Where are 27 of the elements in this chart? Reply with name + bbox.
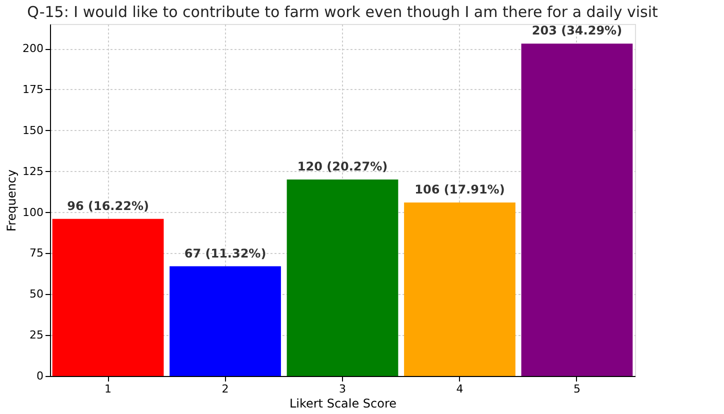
x-tick-label: 1 xyxy=(104,382,112,396)
bar xyxy=(286,180,398,376)
y-tick-label: 200 xyxy=(22,42,44,56)
x-tick-label: 5 xyxy=(573,382,580,396)
y-tick-label: 175 xyxy=(22,82,44,96)
data-label: 203 (34.29%) xyxy=(532,24,622,38)
y-tick-label: 150 xyxy=(22,124,44,137)
y-axis-title: Frequency xyxy=(4,170,19,232)
data-label: 67 (11.32%) xyxy=(184,246,266,260)
x-tick-label: 2 xyxy=(222,382,229,396)
y-tick-label: 0 xyxy=(36,370,44,382)
x-tick-label: 4 xyxy=(456,382,464,396)
bar xyxy=(521,44,633,376)
y-tick-label: 50 xyxy=(30,288,44,301)
x-tick-label: 3 xyxy=(339,382,346,396)
y-tick-label: 100 xyxy=(22,206,44,219)
data-label: 106 (17.91%) xyxy=(414,182,505,196)
bar xyxy=(404,202,516,376)
x-axis-title: Likert Scale Score xyxy=(289,396,397,410)
chart-title: Q-15: I would like to contribute to farm work even though I am there for a daily visit xyxy=(27,3,658,21)
data-label: 96 (16.22%) xyxy=(67,198,149,213)
data-label: 120 (20.27%) xyxy=(297,160,388,174)
y-tick-label: 125 xyxy=(22,164,44,178)
bar xyxy=(52,218,164,376)
bar xyxy=(170,266,281,376)
y-tick-label: 25 xyxy=(30,328,44,342)
y-tick-label: 75 xyxy=(30,246,44,260)
